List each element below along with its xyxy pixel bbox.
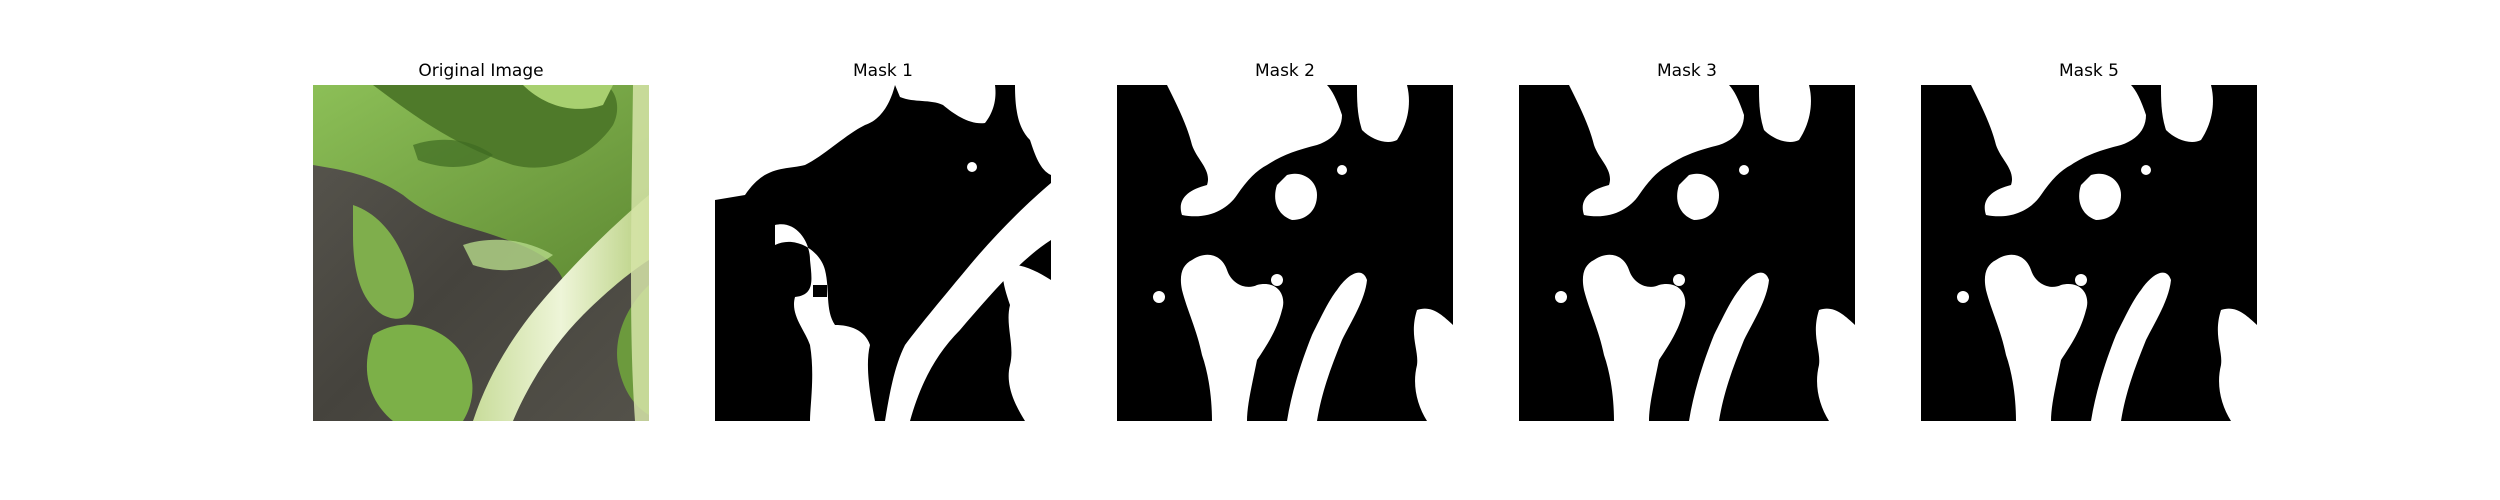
mask-1-image	[715, 85, 1051, 421]
panel-title-original-image: Original Image	[418, 61, 544, 81]
panel-title-mask-3: Mask 3	[1656, 61, 1717, 81]
panel-title-mask-5: Mask 5	[2058, 61, 2119, 81]
mask-2-image	[1117, 85, 1453, 421]
original-image	[313, 85, 649, 421]
panel-title-mask-2: Mask 2	[1254, 61, 1315, 81]
mask-3-image	[1519, 85, 1855, 421]
mask-5-image	[1921, 85, 2257, 421]
panel-title-mask-1: Mask 1	[852, 61, 913, 81]
